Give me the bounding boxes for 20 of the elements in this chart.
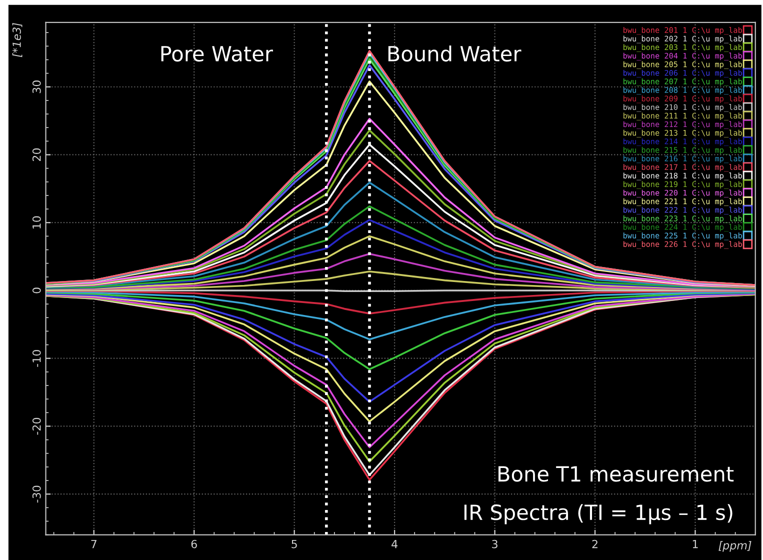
y-tick-label: -20 <box>32 418 41 435</box>
x-tick-label: 5 <box>292 540 297 548</box>
annotation: Bone T1 measurement <box>498 466 734 482</box>
x-tick-label: 4 <box>392 540 398 548</box>
x-tick-label: 6 <box>191 540 197 548</box>
x-tick-label: 1 <box>692 540 698 548</box>
x-tick-label: 7 <box>91 540 96 548</box>
annotation: IR Spectra (TI = 1μs – 1 s) <box>464 504 732 524</box>
y-tick-label: 30 <box>32 80 41 94</box>
y-tick-label: 10 <box>32 216 41 228</box>
y-axis-title: [*1e3] <box>12 22 22 58</box>
y-tick-label: 20 <box>32 148 41 161</box>
annotation: Pore Water <box>161 46 273 62</box>
x-tick-label: 3 <box>492 540 498 548</box>
y-tick-label: 0 <box>32 288 41 294</box>
y-tick-label: -30 <box>32 486 41 503</box>
x-axis-title: [ppm] <box>718 540 752 552</box>
y-tick-label: -10 <box>32 350 41 367</box>
x-tick-label: 2 <box>592 540 598 548</box>
annotation: Bound Water <box>388 45 522 62</box>
